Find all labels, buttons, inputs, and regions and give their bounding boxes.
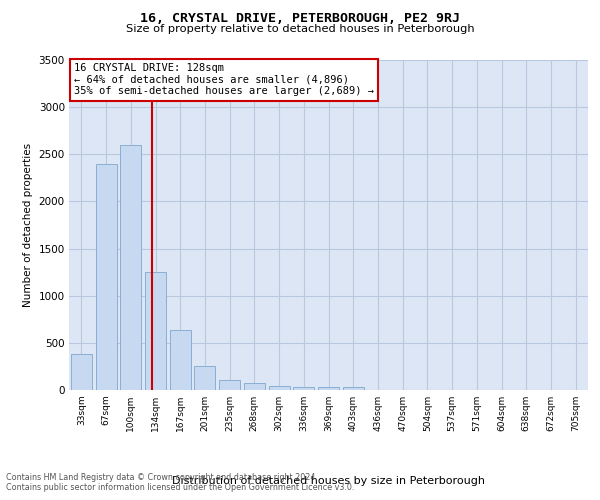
Bar [219, 380, 240, 390]
Bar [318, 386, 339, 390]
X-axis label: Distribution of detached houses by size in Peterborough: Distribution of detached houses by size … [172, 476, 485, 486]
Bar [170, 330, 191, 390]
Text: Contains public sector information licensed under the Open Government Licence v3: Contains public sector information licen… [6, 484, 355, 492]
Bar [343, 387, 364, 390]
Bar [95, 164, 116, 390]
Bar [269, 386, 290, 390]
Text: Size of property relative to detached houses in Peterborough: Size of property relative to detached ho… [125, 24, 475, 34]
Bar [244, 384, 265, 390]
Bar [293, 386, 314, 390]
Text: Contains HM Land Registry data © Crown copyright and database right 2024.: Contains HM Land Registry data © Crown c… [6, 472, 318, 482]
Bar [120, 145, 141, 390]
Text: 16, CRYSTAL DRIVE, PETERBOROUGH, PE2 9RJ: 16, CRYSTAL DRIVE, PETERBOROUGH, PE2 9RJ [140, 12, 460, 26]
Text: 16 CRYSTAL DRIVE: 128sqm
← 64% of detached houses are smaller (4,896)
35% of sem: 16 CRYSTAL DRIVE: 128sqm ← 64% of detach… [74, 64, 374, 96]
Bar [71, 354, 92, 390]
Y-axis label: Number of detached properties: Number of detached properties [23, 143, 33, 307]
Bar [194, 366, 215, 390]
Bar [145, 272, 166, 390]
